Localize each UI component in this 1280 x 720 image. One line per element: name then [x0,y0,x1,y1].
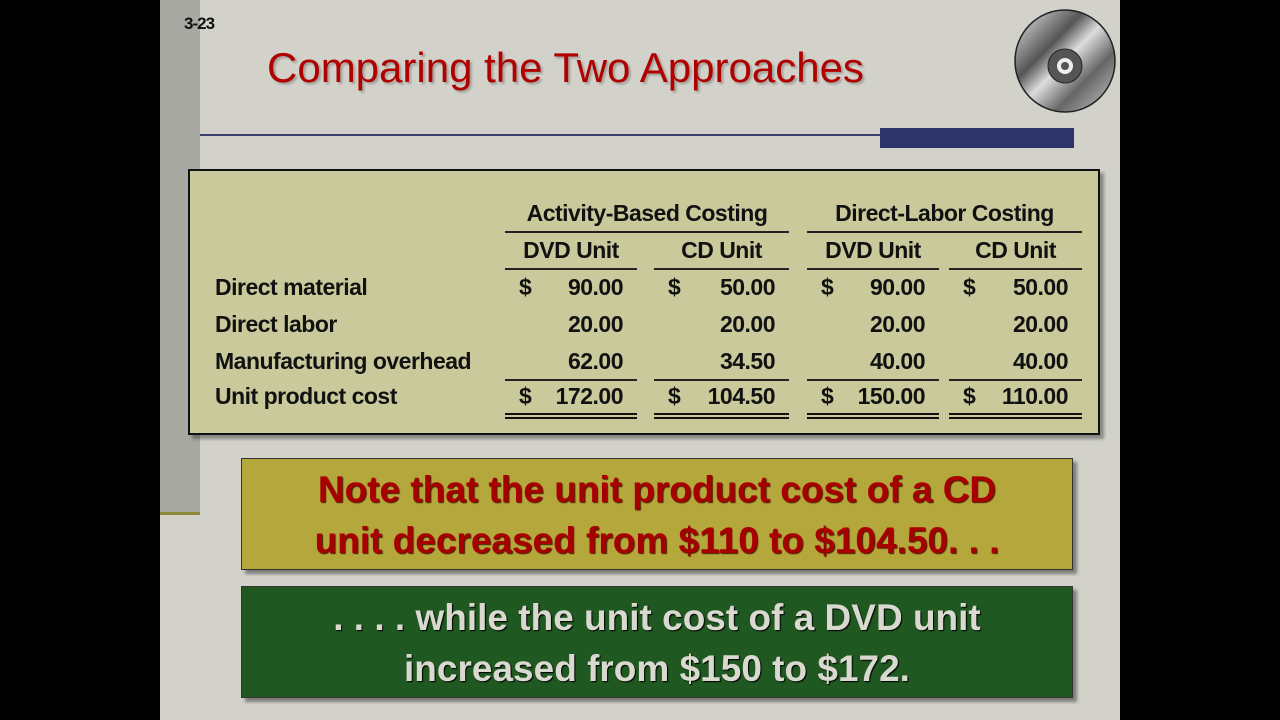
cell-value: 50.00 [719,274,776,300]
cell-value: 40.00 [869,348,926,374]
currency-sign: $ [821,274,834,300]
cd-disc-icon [1014,9,1116,113]
column-underline [505,268,637,270]
note-cd-decrease: Note that the unit product cost of a CD … [241,458,1073,570]
row-label: Direct material [215,274,368,300]
note-line: increased from $150 to $172. [404,648,910,689]
note-line: unit decreased from $110 to $104.50. . . [314,520,1000,561]
subtotal-underline [654,379,789,381]
currency-sign: $ [668,383,681,409]
subtotal-underline [505,379,637,381]
currency-sign: $ [963,383,976,409]
currency-sign: $ [519,383,532,409]
title-rule [200,134,880,136]
column-header: CD Unit [681,237,762,263]
column-underline [949,268,1082,270]
cell-value: 110.00 [1001,383,1069,409]
cell-value: 20.00 [567,311,624,337]
cell-value: 90.00 [567,274,624,300]
cell-value: 62.00 [567,348,624,374]
currency-sign: $ [519,274,532,300]
title-rule-bar [880,128,1074,148]
note-line: Note that the unit product cost of a CD [317,469,997,510]
cell-value: 20.00 [869,311,926,337]
total-double-underline [654,413,789,419]
currency-sign: $ [668,274,681,300]
currency-sign: $ [963,274,976,300]
row-label: Direct labor [215,311,337,337]
slide-title: Comparing the Two Approaches [267,44,864,91]
group-header: Direct-Labor Costing [835,200,1054,226]
header-underline [505,231,789,233]
cost-comparison-table: Activity-Based Costing Direct-Labor Costi… [188,169,1100,435]
column-header: DVD Unit [523,237,619,263]
slide: 3-23 Comparing the Two Approaches Activi… [160,0,1120,720]
note-line: . . . . while the unit cost of a DVD uni… [333,597,981,638]
cell-value: 40.00 [1012,348,1069,374]
row-label: Unit product cost [215,383,397,409]
subtotal-underline [807,379,939,381]
subtotal-underline [949,379,1082,381]
row-label: Manufacturing overhead [215,348,472,374]
cell-value: 90.00 [869,274,926,300]
currency-sign: $ [821,383,834,409]
cell-value: 104.50 [707,383,776,409]
column-header: CD Unit [975,237,1056,263]
cell-value: 34.50 [719,348,776,374]
group-header: Activity-Based Costing [526,200,768,226]
column-underline [807,268,939,270]
cell-value: 20.00 [719,311,776,337]
column-header: DVD Unit [825,237,921,263]
cell-value: 172.00 [555,383,624,409]
total-double-underline [949,413,1082,419]
header-underline [807,231,1082,233]
total-double-underline [505,413,637,419]
cell-value: 20.00 [1012,311,1069,337]
slide-number: 3-23 [184,14,215,33]
column-underline [654,268,789,270]
cell-value: 150.00 [857,383,926,409]
note-dvd-increase: . . . . while the unit cost of a DVD uni… [241,586,1073,698]
cell-value: 50.00 [1012,274,1069,300]
total-double-underline [807,413,939,419]
